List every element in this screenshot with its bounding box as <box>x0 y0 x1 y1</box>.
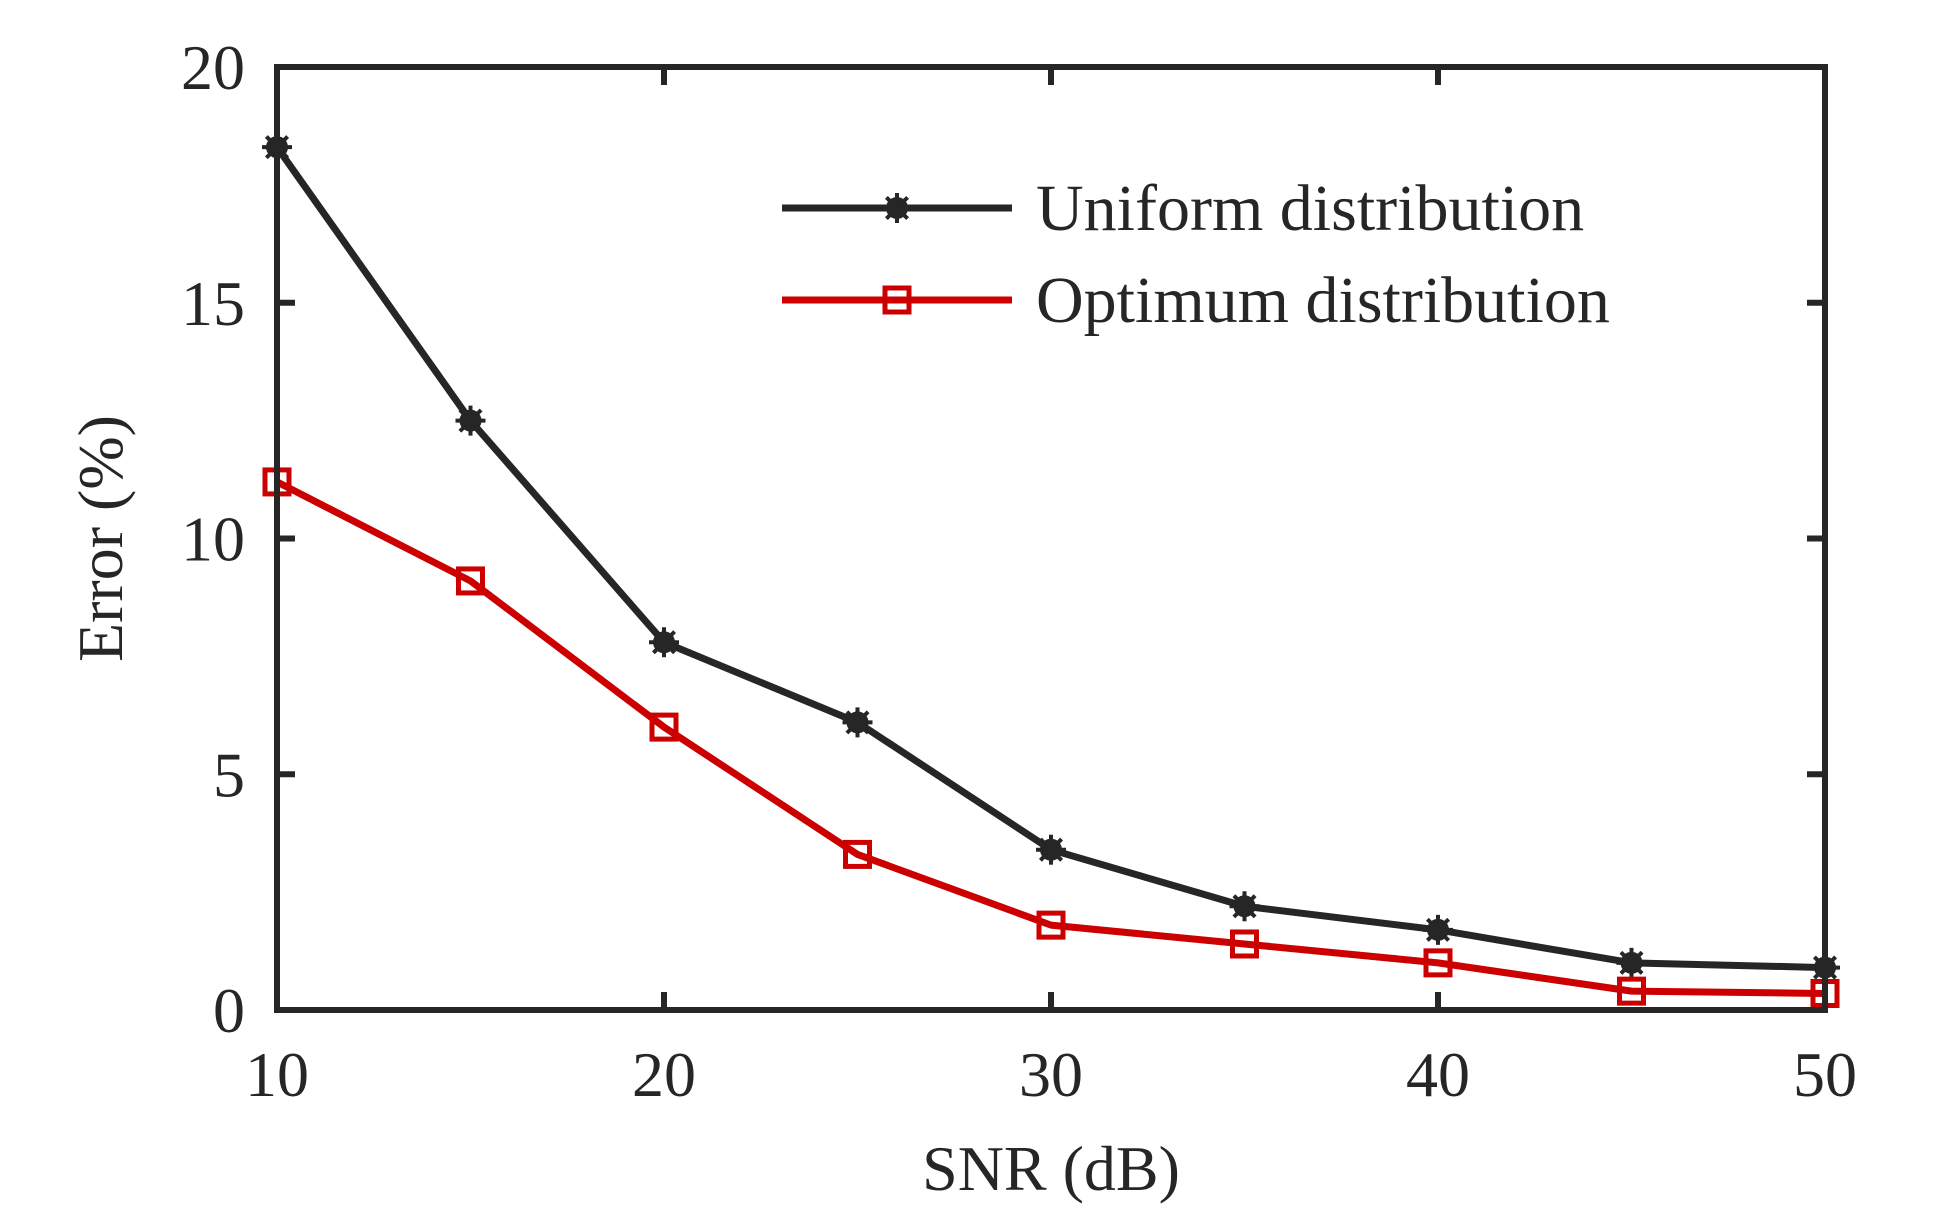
data-point <box>1423 948 1453 978</box>
data-point <box>649 712 679 742</box>
data-point <box>842 707 873 738</box>
x-tick-label: 50 <box>1793 1039 1857 1110</box>
x-axis-label: SNR (dB) <box>922 1133 1180 1204</box>
y-tick-label: 10 <box>181 504 245 575</box>
legend-entry: Uniform distribution <box>782 172 1584 245</box>
x-tick-label: 40 <box>1406 1039 1470 1110</box>
data-point <box>456 566 485 596</box>
data-point <box>649 627 679 658</box>
data-point <box>1036 910 1066 940</box>
y-tick-label: 20 <box>181 32 245 103</box>
y-tick-label: 5 <box>213 739 245 810</box>
data-point <box>1617 976 1646 1006</box>
series-2 <box>262 467 1840 1008</box>
legend-label: Uniform distribution <box>1036 172 1584 245</box>
data-point <box>455 405 486 436</box>
legend-entry: Optimum distribution <box>782 264 1610 337</box>
series-line <box>275 478 1826 997</box>
data-point <box>1616 947 1647 978</box>
axis-ticks: 10 20 30 40 50 0 5 10 15 20 <box>181 32 1857 1110</box>
axes-frame <box>274 64 1828 1013</box>
data-point <box>1423 914 1453 945</box>
legend-marker <box>882 193 912 223</box>
legend-label: Optimum distribution <box>1036 264 1610 337</box>
legend-marker <box>882 285 912 315</box>
y-tick-label: 0 <box>213 975 245 1046</box>
x-tick-label: 10 <box>245 1039 309 1110</box>
data-point <box>843 839 872 869</box>
data-point <box>1230 929 1259 959</box>
y-axis-label: Error (%) <box>65 415 136 662</box>
data-point <box>1229 891 1260 922</box>
series-layer <box>262 132 1840 1008</box>
series-1 <box>262 132 1840 983</box>
x-tick-label: 30 <box>1019 1039 1083 1110</box>
legend: Uniform distribution Optimum distribution <box>782 172 1610 337</box>
x-tick-label: 20 <box>632 1039 696 1110</box>
data-point <box>1036 834 1066 865</box>
y-tick-label: 15 <box>181 268 245 339</box>
